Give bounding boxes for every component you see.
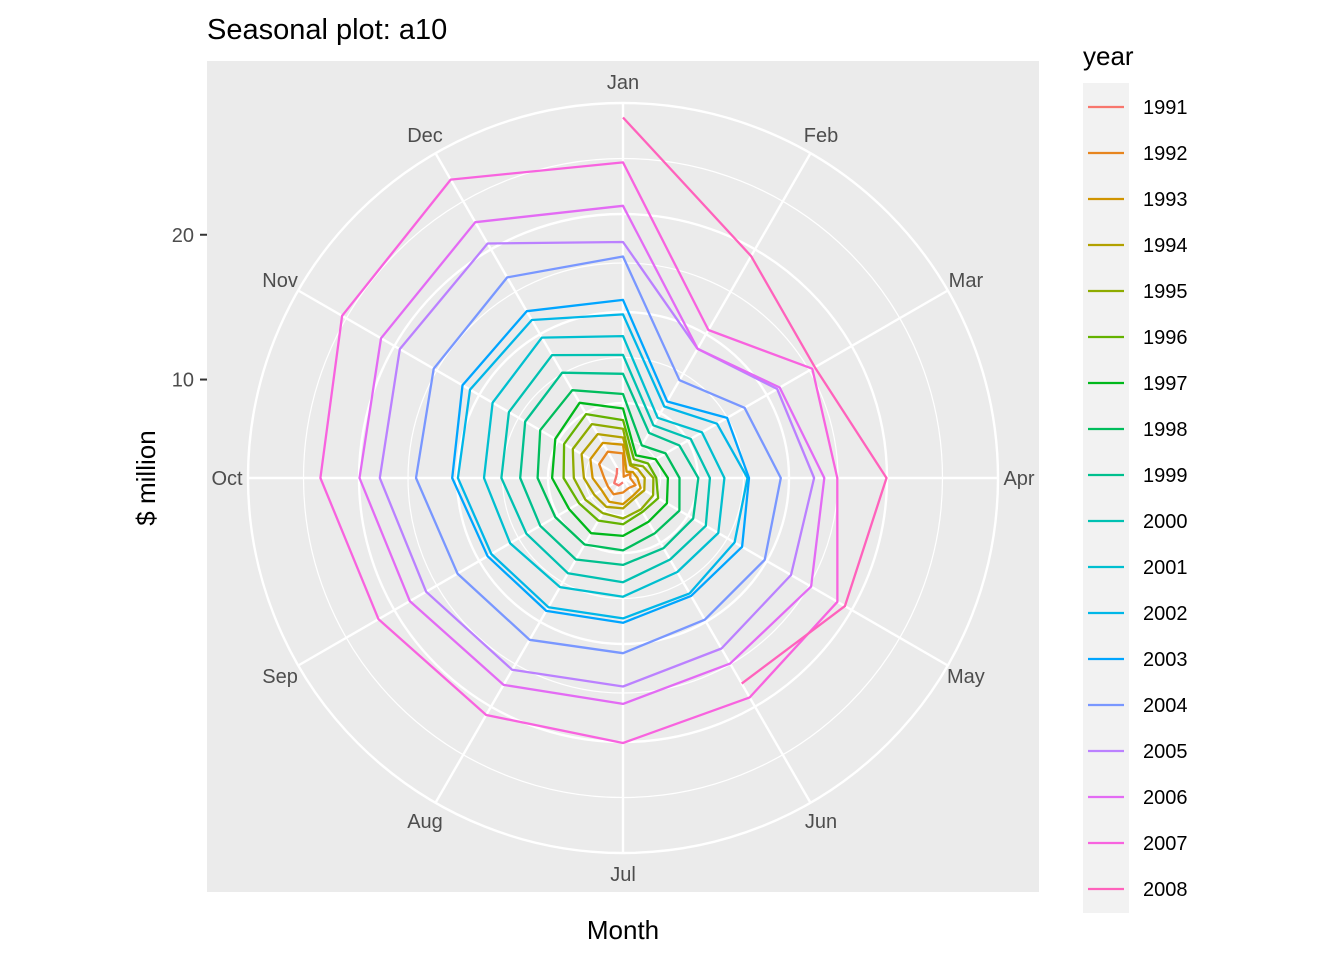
y-axis-title: $ million [131,430,161,525]
legend-label: 1994 [1143,235,1188,257]
series-line-1997 [550,401,670,538]
month-label: Apr [1003,468,1034,490]
legend-label: 2000 [1143,511,1188,533]
month-labels: Jan Feb Mar Apr May Jun Jul Aug Sep Oct Nov Dec [211,72,1034,886]
y-tick-label: 10 [172,370,194,392]
legend-label: 2003 [1143,649,1188,671]
series-line-2002 [456,313,749,620]
month-label: Dec [407,125,443,147]
legend-label: 2006 [1143,787,1188,809]
series-line-1992 [598,450,637,496]
legend-label: 2002 [1143,603,1188,625]
legend-label: 1999 [1143,465,1188,487]
grid-spoke [622,289,949,480]
legend-label: 1998 [1143,419,1188,441]
legend-label: 1996 [1143,327,1188,349]
legend-label: 1991 [1143,97,1188,119]
month-label: May [947,666,985,688]
month-label: Mar [949,270,984,292]
legend: year 1991 1992 1993 1994 1995 1996 1997 1998 199… [1083,41,1188,913]
series-line-1991 [613,467,624,487]
series-line-2001 [482,334,726,598]
month-label: Jan [607,72,639,94]
grid-spoke [621,152,812,479]
y-tick-label: 20 [172,225,194,247]
grid-spoke [622,476,949,667]
series-line-2008 [622,116,888,685]
x-axis-title: Month [587,915,659,945]
series-line-2000 [500,353,712,584]
series-line-1994 [580,432,646,510]
series-line-1998 [536,389,681,552]
series-line-2003 [451,298,751,624]
series-line-2006 [358,204,826,706]
legend-label: 1993 [1143,189,1188,211]
series-lines [319,116,888,745]
grid-spoke [297,289,624,480]
series-line-2004 [414,255,782,655]
legend-label: 2004 [1143,695,1188,717]
series-line-2005 [378,240,816,688]
legend-label: 2008 [1143,879,1188,901]
series-line-1996 [562,412,660,526]
legend-label: 1995 [1143,281,1188,303]
legend-label: 1992 [1143,143,1188,165]
month-label: Nov [262,270,298,292]
legend-label: 2001 [1143,557,1188,579]
month-label: Jun [805,811,837,833]
y-axis-ticks: 10 20 [172,225,207,392]
legend-label: 2007 [1143,833,1188,855]
month-label: Aug [407,811,443,833]
legend-label: 2005 [1143,741,1188,763]
series-line-1993 [589,441,642,506]
legend-key-background [1083,83,1129,913]
series-line-1999 [519,371,700,567]
month-label: Oct [211,468,243,490]
month-label: Jul [610,864,636,886]
month-label: Sep [262,666,298,688]
chart-title: Seasonal plot: a10 [207,14,447,46]
legend-label: 1997 [1143,373,1188,395]
grid-spoke [621,477,812,804]
series-line-1995 [571,422,655,520]
series-line-2007 [319,161,839,745]
legend-title: year [1083,41,1134,71]
month-label: Feb [804,125,838,147]
